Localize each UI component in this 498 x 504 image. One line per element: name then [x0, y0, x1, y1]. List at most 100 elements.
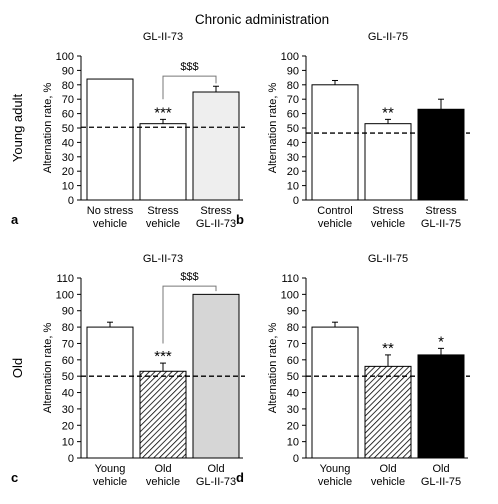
y-tick-label: 10 [62, 437, 74, 449]
y-tick-label: 10 [62, 181, 74, 193]
panel-title: GL-II-75 [368, 31, 408, 43]
panel-title: GL-II-73 [143, 253, 183, 265]
category-label: vehicle [93, 476, 127, 488]
category-label: Young [320, 463, 351, 475]
category-label: Old [207, 463, 224, 475]
category-label: Control [317, 205, 352, 217]
y-tick-label: 90 [287, 65, 299, 77]
y-tick-label: 0 [68, 195, 74, 207]
category-label: Stress [425, 205, 457, 217]
row-label-old: Old [10, 358, 25, 378]
chart-panel-b: GL-II-75 0 10 20 30 40 50 60 70 80 90 100 Alternatio… [236, 31, 470, 230]
chart-panel-c: GL-II-73 0 10 20 30 40 50 60 70 80 90 100 110 Alterna… [11, 253, 245, 488]
category-label: vehicle [146, 218, 180, 230]
y-tick-label: 30 [287, 152, 299, 164]
y-tick-label: 30 [62, 152, 74, 164]
significance-label: ** [382, 340, 394, 357]
significance-label: ** [382, 104, 394, 121]
category-label: GL-II-73 [196, 218, 236, 230]
bar [192, 91, 240, 201]
figure-title: Chronic administration [195, 12, 329, 27]
y-tick-label: 80 [62, 322, 74, 334]
y-tick-label: 100 [281, 51, 299, 63]
y-tick-label: 0 [293, 453, 299, 465]
y-tick-label: 0 [293, 195, 299, 207]
comparison-bracket [162, 75, 217, 100]
panel-title: GL-II-73 [143, 31, 183, 43]
category-label: vehicle [93, 218, 127, 230]
bar [192, 293, 240, 459]
y-tick-label: 40 [287, 137, 299, 149]
y-tick-label: 20 [62, 166, 74, 178]
y-tick-label: 60 [62, 355, 74, 367]
y-tick-label: 40 [62, 137, 74, 149]
bar [86, 78, 134, 201]
category-label: vehicle [146, 476, 180, 488]
bracket-label: $$$ [180, 271, 198, 283]
panel-label: a [11, 212, 19, 227]
bar [86, 326, 134, 459]
category-label: Old [432, 463, 449, 475]
significance-label: *** [154, 348, 172, 365]
y-tick-label: 60 [287, 355, 299, 367]
panel-title: GL-II-75 [368, 253, 408, 265]
row-label-young: Young adult [10, 94, 25, 163]
category-label: GL-II-75 [421, 218, 461, 230]
y-axis-label: Alternation rate, % [42, 83, 54, 174]
comparison-bracket [162, 285, 217, 344]
y-tick-label: 60 [287, 109, 299, 121]
y-tick-label: 0 [68, 453, 74, 465]
category-label: Stress [147, 205, 179, 217]
category-label: Young [95, 463, 126, 475]
category-label: GL-II-75 [421, 476, 461, 488]
y-tick-label: 80 [287, 322, 299, 334]
category-label: vehicle [318, 218, 352, 230]
chart-panel-a: GL-II-73 0 10 20 30 40 50 60 70 80 90 100 Alternatio… [11, 31, 245, 230]
category-label: vehicle [371, 218, 405, 230]
y-tick-label: 50 [62, 371, 74, 383]
y-tick-label: 80 [62, 80, 74, 92]
chart-panel-d: GL-II-75 0 10 20 30 40 50 60 70 80 90 100 110 Alterna… [236, 253, 470, 488]
bar [364, 365, 412, 459]
bar [311, 326, 359, 459]
y-tick-label: 20 [62, 420, 74, 432]
bar [417, 354, 465, 459]
significance-label: *** [154, 104, 172, 121]
y-tick-label: 90 [62, 65, 74, 77]
y-tick-label: 100 [281, 289, 299, 301]
category-label: vehicle [371, 476, 405, 488]
y-tick-label: 10 [287, 437, 299, 449]
bar [139, 123, 187, 201]
y-axis-label: Alternation rate, % [267, 83, 279, 174]
category-label: Old [379, 463, 396, 475]
y-tick-label: 30 [62, 404, 74, 416]
bar [364, 123, 412, 201]
y-tick-label: 70 [287, 94, 299, 106]
y-tick-label: 20 [287, 166, 299, 178]
y-tick-label: 100 [56, 289, 74, 301]
category-label: Stress [372, 205, 404, 217]
y-tick-label: 30 [287, 404, 299, 416]
y-tick-label: 110 [281, 273, 299, 285]
y-tick-label: 90 [287, 306, 299, 318]
y-tick-label: 70 [287, 338, 299, 350]
y-tick-label: 50 [62, 123, 74, 135]
y-tick-label: 10 [287, 181, 299, 193]
y-tick-label: 110 [56, 273, 74, 285]
category-label: No stress [87, 205, 134, 217]
panel-label: b [236, 212, 244, 227]
category-label: Stress [200, 205, 232, 217]
bar [417, 108, 465, 201]
y-tick-label: 100 [56, 51, 74, 63]
y-tick-label: 60 [62, 109, 74, 121]
bar [311, 84, 359, 201]
y-tick-label: 70 [62, 338, 74, 350]
panel-label: c [11, 470, 18, 485]
category-label: GL-II-73 [196, 476, 236, 488]
y-tick-label: 50 [287, 371, 299, 383]
category-label: vehicle [318, 476, 352, 488]
category-label: Old [154, 463, 171, 475]
y-tick-label: 90 [62, 306, 74, 318]
y-tick-label: 40 [62, 388, 74, 400]
